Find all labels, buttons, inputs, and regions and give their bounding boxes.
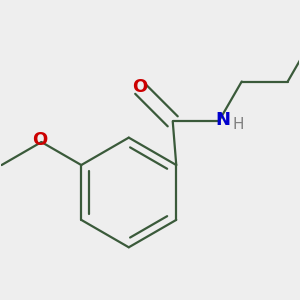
Text: O: O <box>32 131 47 149</box>
Text: H: H <box>233 117 244 132</box>
Text: O: O <box>133 78 148 96</box>
Text: N: N <box>215 111 230 129</box>
